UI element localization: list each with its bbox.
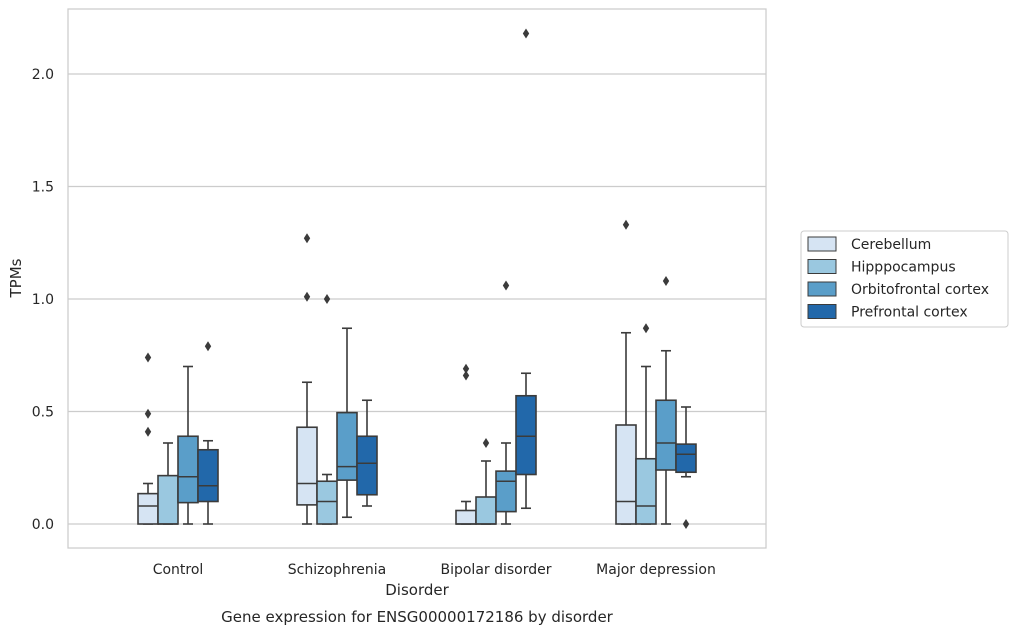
legend-swatch <box>807 304 837 319</box>
x-tick-label: Major depression <box>596 562 716 578</box>
y-tick-label: 1.5 <box>32 180 54 196</box>
outlier-point <box>462 363 470 374</box>
box-2-1 <box>336 327 358 519</box>
box-1-2 <box>475 438 497 525</box>
y-axis-ticks: 0.0 0.5 1.0 1.5 2.0 <box>32 67 54 533</box>
y-axis-label: TPMs <box>7 258 25 298</box>
legend-swatch <box>807 259 837 274</box>
legend-swatch <box>807 236 837 252</box>
box-1-3 <box>635 323 657 525</box>
box-body <box>157 474 179 525</box>
outlier-point <box>303 233 311 244</box>
x-tick-label: Control <box>153 562 204 578</box>
box-body <box>455 509 477 525</box>
outlier-point <box>144 408 152 419</box>
legend-swatch <box>807 281 837 297</box>
box-body <box>137 492 159 525</box>
outlier-point <box>462 370 470 381</box>
legend: Cerebellum Hipppocampus Orbitofrontal cort… <box>800 230 1009 328</box>
box-body <box>197 448 219 503</box>
outlier-point <box>482 438 490 448</box>
x-axis-ticks: Control Schizophrenia Bipolar disorder Majo… <box>153 562 716 578</box>
box-body <box>675 443 697 474</box>
box-groups <box>137 28 697 529</box>
box-0-0 <box>137 352 159 525</box>
box-body <box>615 424 637 525</box>
box-3-1 <box>356 399 378 507</box>
y-tick-label: 2.0 <box>32 67 54 83</box>
box-3-3 <box>675 406 697 529</box>
box-2-0 <box>177 365 199 525</box>
legend-label: Orbitofrontal cortex <box>851 282 989 298</box>
box-3-2 <box>515 28 537 510</box>
outlier-point <box>502 280 510 291</box>
outlier-point <box>144 352 152 363</box>
box-body <box>336 411 358 481</box>
box-2-2 <box>495 280 517 525</box>
box-body <box>655 399 677 471</box>
x-axis-label: Disorder <box>385 581 449 599</box>
box-body <box>475 496 497 525</box>
y-tick-label: 1.0 <box>32 292 54 308</box>
legend-frame <box>800 230 1009 328</box>
figure-caption: Gene expression for ENSG00000172186 by d… <box>221 608 614 626</box>
x-tick-label: Bipolar disorder <box>440 562 551 578</box>
box-0-3 <box>615 219 637 525</box>
box-body <box>495 470 517 513</box>
outlier-point <box>323 294 331 304</box>
outlier-point <box>144 426 152 437</box>
box-body <box>316 480 338 525</box>
x-tick-label: Schizophrenia <box>288 562 386 578</box>
box-body <box>635 457 657 525</box>
y-tick-label: 0.0 <box>32 517 54 533</box>
box-body <box>296 426 318 506</box>
legend-label: Hipppocampus <box>851 260 956 276</box>
legend-label: Cerebellum <box>851 237 931 253</box>
outlier-point <box>204 341 212 352</box>
outlier-point <box>682 519 690 529</box>
outlier-point <box>662 276 670 286</box>
box-body <box>515 394 537 476</box>
outlier-point <box>622 219 630 230</box>
box-1-1 <box>316 294 338 525</box>
outlier-point <box>303 291 311 302</box>
outlier-point <box>522 28 530 39</box>
box-body <box>177 435 199 504</box>
box-1-0 <box>157 442 179 525</box>
box-2-3 <box>655 276 677 525</box>
box-3-0 <box>197 341 219 525</box>
plot-area-frame <box>67 8 767 549</box>
box-body <box>356 435 378 496</box>
y-tick-label: 0.5 <box>32 405 54 421</box>
outlier-point <box>642 323 650 334</box>
legend-label: Prefrontal cortex <box>851 305 968 321</box>
box-0-1 <box>296 233 318 525</box>
box-0-2 <box>455 363 477 525</box>
